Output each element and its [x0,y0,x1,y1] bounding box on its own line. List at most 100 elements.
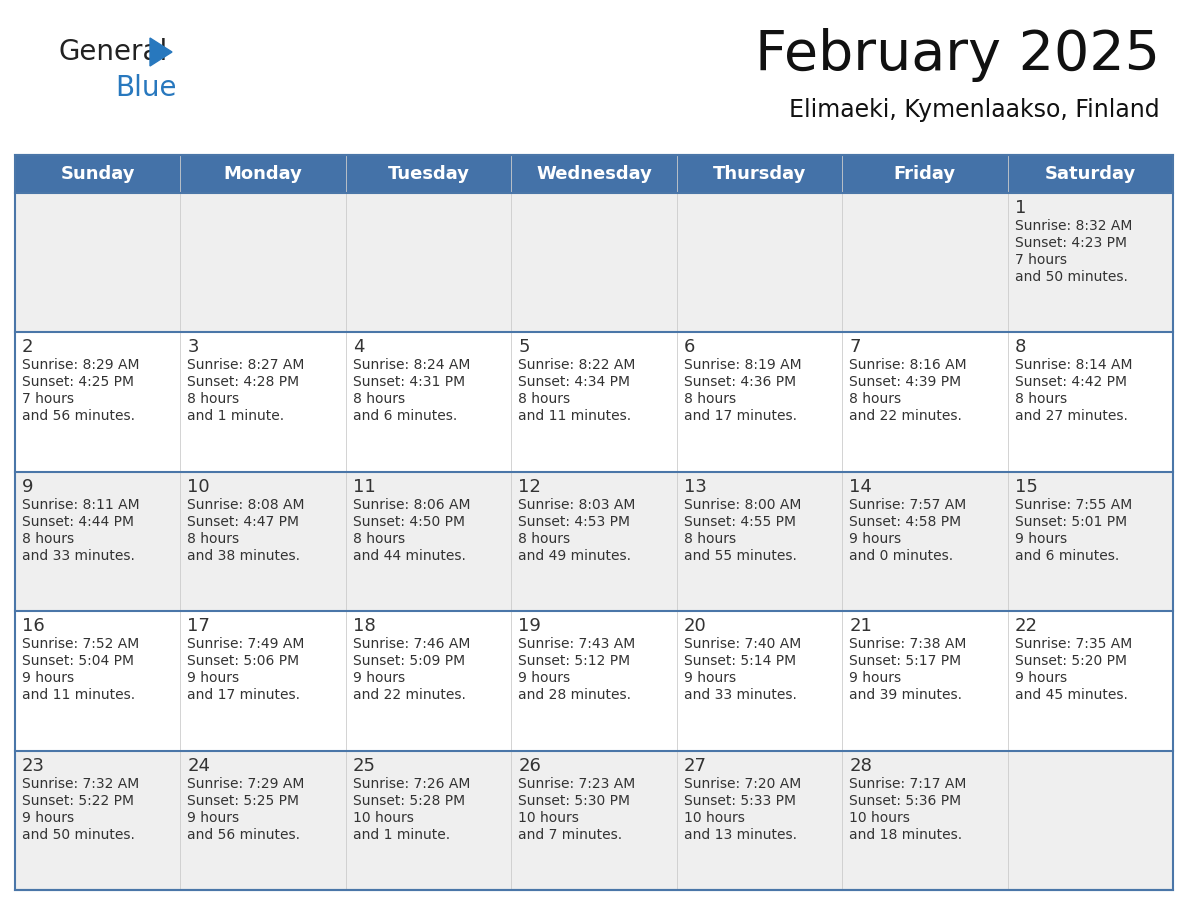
Text: 9 hours: 9 hours [684,671,735,685]
Text: 8 hours: 8 hours [684,532,735,546]
Text: 11: 11 [353,477,375,496]
Text: Sunrise: 8:11 AM: Sunrise: 8:11 AM [23,498,140,512]
Text: and 1 minute.: and 1 minute. [188,409,285,423]
Text: Saturday: Saturday [1044,165,1136,183]
Text: Sunrise: 7:17 AM: Sunrise: 7:17 AM [849,777,967,790]
Text: Elimaeki, Kymenlaakso, Finland: Elimaeki, Kymenlaakso, Finland [789,98,1159,122]
Bar [842,332,1007,472]
Bar [1007,155,1173,193]
Text: 10 hours: 10 hours [849,811,910,824]
Text: 8: 8 [1015,339,1026,356]
Text: Sunset: 5:25 PM: Sunset: 5:25 PM [188,793,299,808]
Text: Sunrise: 7:35 AM: Sunrise: 7:35 AM [1015,637,1132,651]
Text: 8 hours: 8 hours [188,532,240,546]
Text: 18: 18 [353,617,375,635]
Text: and 50 minutes.: and 50 minutes. [23,828,135,842]
Text: 9 hours: 9 hours [23,811,74,824]
Text: and 22 minutes.: and 22 minutes. [849,409,962,423]
Text: and 6 minutes.: and 6 minutes. [353,409,457,423]
Bar [15,751,181,890]
Text: 27: 27 [684,756,707,775]
Text: Sunset: 4:28 PM: Sunset: 4:28 PM [188,375,299,389]
Text: Sunset: 5:09 PM: Sunset: 5:09 PM [353,655,465,668]
Text: Monday: Monday [223,165,303,183]
Bar [842,751,1007,890]
Text: and 13 minutes.: and 13 minutes. [684,828,797,842]
Text: Sunday: Sunday [61,165,135,183]
Text: 9 hours: 9 hours [849,671,902,685]
Bar [346,611,511,751]
Text: Sunset: 5:04 PM: Sunset: 5:04 PM [23,655,134,668]
Text: Sunrise: 7:32 AM: Sunrise: 7:32 AM [23,777,139,790]
Bar [511,193,677,332]
Text: and 49 minutes.: and 49 minutes. [518,549,631,563]
Bar [1007,332,1173,472]
Bar [346,193,511,332]
Bar [511,155,677,193]
Text: Sunrise: 8:06 AM: Sunrise: 8:06 AM [353,498,470,512]
Text: Sunrise: 7:55 AM: Sunrise: 7:55 AM [1015,498,1132,512]
Text: 9 hours: 9 hours [1015,532,1067,546]
Text: Sunset: 5:01 PM: Sunset: 5:01 PM [1015,515,1126,529]
Text: Sunrise: 8:27 AM: Sunrise: 8:27 AM [188,358,305,373]
Bar [15,193,181,332]
Text: Sunset: 4:25 PM: Sunset: 4:25 PM [23,375,134,389]
Text: Sunrise: 8:29 AM: Sunrise: 8:29 AM [23,358,139,373]
Bar [181,751,346,890]
Bar [677,611,842,751]
Text: Sunset: 5:20 PM: Sunset: 5:20 PM [1015,655,1126,668]
Text: and 56 minutes.: and 56 minutes. [188,828,301,842]
Text: Sunset: 5:28 PM: Sunset: 5:28 PM [353,793,465,808]
Bar [346,332,511,472]
Text: Sunrise: 7:26 AM: Sunrise: 7:26 AM [353,777,470,790]
Text: Sunrise: 8:32 AM: Sunrise: 8:32 AM [1015,219,1132,233]
Text: 8 hours: 8 hours [849,392,902,407]
Bar [15,155,1173,890]
Text: Sunset: 5:14 PM: Sunset: 5:14 PM [684,655,796,668]
Text: Sunrise: 7:40 AM: Sunrise: 7:40 AM [684,637,801,651]
Bar [181,611,346,751]
Bar [346,155,511,193]
Text: Sunset: 4:23 PM: Sunset: 4:23 PM [1015,236,1126,250]
Text: 6: 6 [684,339,695,356]
Text: Sunset: 4:36 PM: Sunset: 4:36 PM [684,375,796,389]
Text: and 6 minutes.: and 6 minutes. [1015,549,1119,563]
Text: 7 hours: 7 hours [23,392,74,407]
Text: Wednesday: Wednesday [536,165,652,183]
Text: 8 hours: 8 hours [188,392,240,407]
Text: Sunrise: 7:38 AM: Sunrise: 7:38 AM [849,637,967,651]
Bar [1007,193,1173,332]
Text: 9: 9 [23,477,33,496]
Text: 9 hours: 9 hours [23,671,74,685]
Text: Sunset: 4:55 PM: Sunset: 4:55 PM [684,515,796,529]
Text: 7 hours: 7 hours [1015,253,1067,267]
Text: Sunrise: 7:23 AM: Sunrise: 7:23 AM [518,777,636,790]
Text: Sunrise: 7:46 AM: Sunrise: 7:46 AM [353,637,470,651]
Text: Sunrise: 7:43 AM: Sunrise: 7:43 AM [518,637,636,651]
Text: 8 hours: 8 hours [1015,392,1067,407]
Bar [181,193,346,332]
Text: 9 hours: 9 hours [849,532,902,546]
Bar [346,751,511,890]
Text: and 28 minutes.: and 28 minutes. [518,688,631,702]
Text: 28: 28 [849,756,872,775]
Text: and 0 minutes.: and 0 minutes. [849,549,953,563]
Text: 9 hours: 9 hours [188,671,240,685]
Text: Sunrise: 8:22 AM: Sunrise: 8:22 AM [518,358,636,373]
Text: 8 hours: 8 hours [23,532,74,546]
Bar [842,155,1007,193]
Bar [1007,611,1173,751]
Text: 4: 4 [353,339,365,356]
Bar [511,472,677,611]
Text: 8 hours: 8 hours [518,392,570,407]
Text: 25: 25 [353,756,375,775]
Bar [677,332,842,472]
Text: 16: 16 [23,617,45,635]
Text: 10 hours: 10 hours [353,811,413,824]
Text: 8 hours: 8 hours [353,532,405,546]
Text: Sunset: 4:42 PM: Sunset: 4:42 PM [1015,375,1126,389]
Text: 22: 22 [1015,617,1037,635]
Bar [677,751,842,890]
Text: 7: 7 [849,339,860,356]
Text: and 17 minutes.: and 17 minutes. [188,688,301,702]
